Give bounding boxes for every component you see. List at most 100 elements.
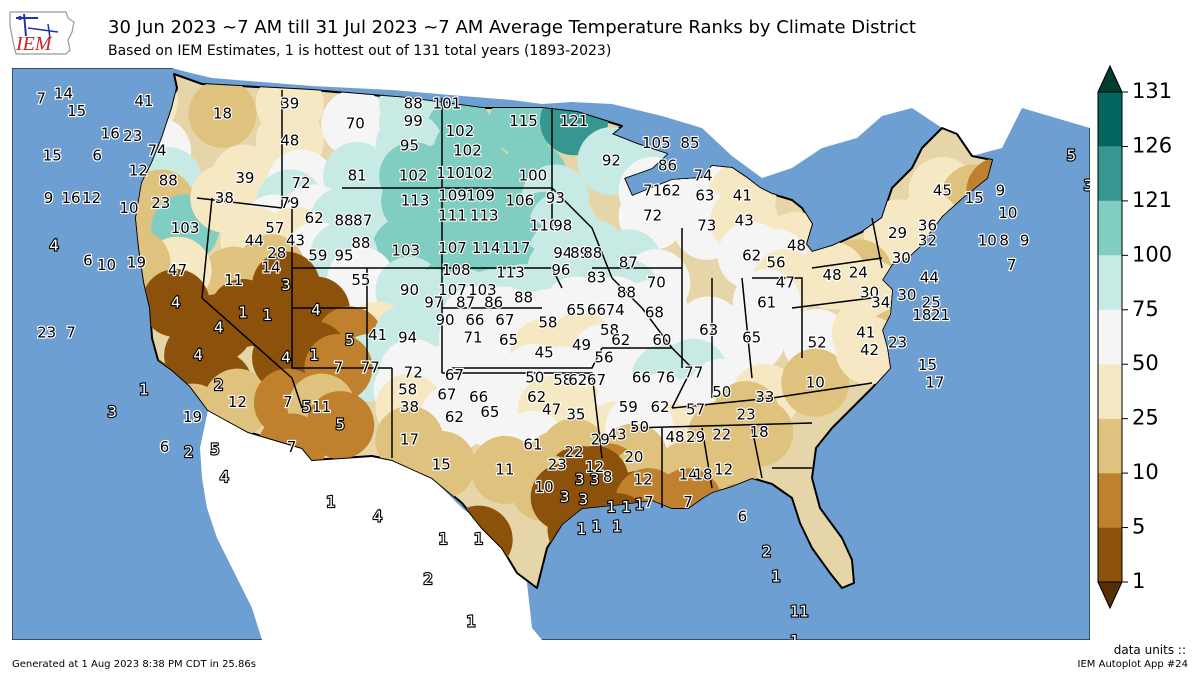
rank-label: 67 (495, 311, 514, 329)
rank-label: 2 (762, 543, 772, 561)
rank-label: 4 (214, 318, 224, 336)
rank-label: 56 (594, 348, 613, 366)
rank-label: 62 (662, 182, 681, 200)
rank-region (781, 348, 850, 417)
rank-label: 117 (502, 239, 531, 257)
rank-label: 102 (453, 142, 482, 160)
canada-land (12, 68, 1090, 178)
rank-label: 41 (733, 187, 752, 205)
rank-label: 6 (83, 251, 93, 269)
rank-label: 62 (568, 371, 587, 389)
rank-label: 10 (535, 478, 554, 496)
rank-label: 109 (466, 187, 495, 205)
rank-label: 44 (920, 269, 939, 287)
rank-label: 63 (695, 187, 714, 205)
rank-label: 29 (686, 428, 705, 446)
rank-label: 3 (575, 470, 585, 488)
rank-label: 1 (622, 498, 632, 516)
rank-label: 72 (643, 206, 662, 224)
rank-label: 74 (694, 167, 713, 185)
rank-label: 33 (755, 388, 774, 406)
rank-label: 10 (978, 231, 997, 249)
rank-label: 58 (538, 314, 557, 332)
rank-label: 34 (871, 294, 890, 312)
rank-label: 22 (564, 443, 583, 461)
rank-label: 47 (542, 401, 561, 419)
rank-label: 47 (776, 274, 795, 292)
rank-label: 6 (160, 438, 170, 456)
rank-label: 12 (129, 162, 148, 180)
rank-label: 1 (474, 530, 484, 548)
rank-label: 6 (738, 508, 748, 526)
rank-label: 11 (224, 271, 243, 289)
rank-label: 3 (107, 403, 117, 421)
rank-label: 68 (645, 304, 664, 322)
rank-label: 23 (548, 455, 567, 473)
rank-label: 90 (400, 281, 419, 299)
rank-label: 10 (119, 199, 138, 217)
rank-label: 58 (600, 321, 619, 339)
rank-label: 56 (766, 254, 785, 272)
rank-label: 111 (438, 206, 467, 224)
rank-label: 1 (139, 381, 149, 399)
rank-label: 94 (398, 328, 417, 346)
rank-label: 70 (346, 114, 365, 132)
rank-label: 22 (712, 426, 731, 444)
rank-label: 36 (918, 216, 937, 234)
rank-label: 25 (922, 294, 941, 312)
rank-label: 62 (651, 398, 670, 416)
rank-label: 8 (999, 231, 1009, 249)
rank-label: 95 (400, 137, 419, 155)
rank-label: 2 (423, 570, 433, 588)
rank-label: 83 (587, 269, 606, 287)
rank-label: 72 (404, 363, 423, 381)
rank-label: 58 (553, 371, 572, 389)
rank-label: 7 (1007, 256, 1017, 274)
rank-label: 96 (551, 261, 570, 279)
rank-region (717, 303, 786, 372)
rank-label: 6 (92, 147, 102, 165)
rank-label: 10 (97, 256, 116, 274)
rank-label: 12 (634, 470, 653, 488)
rank-label: 3 (281, 276, 291, 294)
rank-label: 93 (546, 189, 565, 207)
rank-label: 103 (468, 281, 497, 299)
rank-label: 5 (1067, 147, 1077, 165)
rank-label: 21 (931, 306, 950, 324)
colorbar-block (1098, 200, 1122, 256)
rank-label: 113 (496, 264, 525, 282)
colorbar-tick-label: 50 (1132, 351, 1159, 375)
rank-label: 1 (592, 518, 602, 536)
rank-label: 3 (590, 470, 600, 488)
rank-label: 17 (925, 373, 944, 391)
rank-label: 38 (215, 189, 234, 207)
rank-label: 41 (134, 92, 153, 110)
rank-label: 15 (918, 356, 937, 374)
rank-label: 50 (525, 368, 544, 386)
colorbar-block (1098, 527, 1122, 582)
colorbar-blocks (1098, 92, 1122, 582)
rank-label: 90 (435, 311, 454, 329)
rank-label: 61 (523, 436, 542, 454)
colorbar-block (1098, 92, 1122, 147)
rank-label: 110 (436, 164, 465, 182)
rank-label: 65 (480, 403, 499, 421)
rank-label: 67 (437, 386, 456, 404)
rank-label: 44 (245, 231, 264, 249)
rank-label: 2 (214, 376, 224, 394)
rank-label: 43 (735, 211, 754, 229)
rank-label: 7 (644, 493, 654, 511)
generated-timestamp: Generated at 1 Aug 2023 8:38 PM CDT in 2… (12, 659, 256, 670)
rank-label: 1 (438, 530, 448, 548)
rank-label: 115 (509, 112, 538, 130)
rank-label: 7 (36, 89, 46, 107)
rank-label: 60 (652, 331, 671, 349)
rank-label: 23 (123, 127, 142, 145)
map-title: 30 Jun 2023 ~7 AM till 31 Jul 2023 ~7 AM… (108, 17, 916, 38)
rank-label: 41 (368, 326, 387, 344)
rank-label: 23 (151, 194, 170, 212)
rank-label: 43 (608, 426, 627, 444)
colorbar-tick-label: 25 (1132, 406, 1159, 430)
rank-label: 18 (912, 306, 931, 324)
rank-label: 15 (43, 147, 62, 165)
